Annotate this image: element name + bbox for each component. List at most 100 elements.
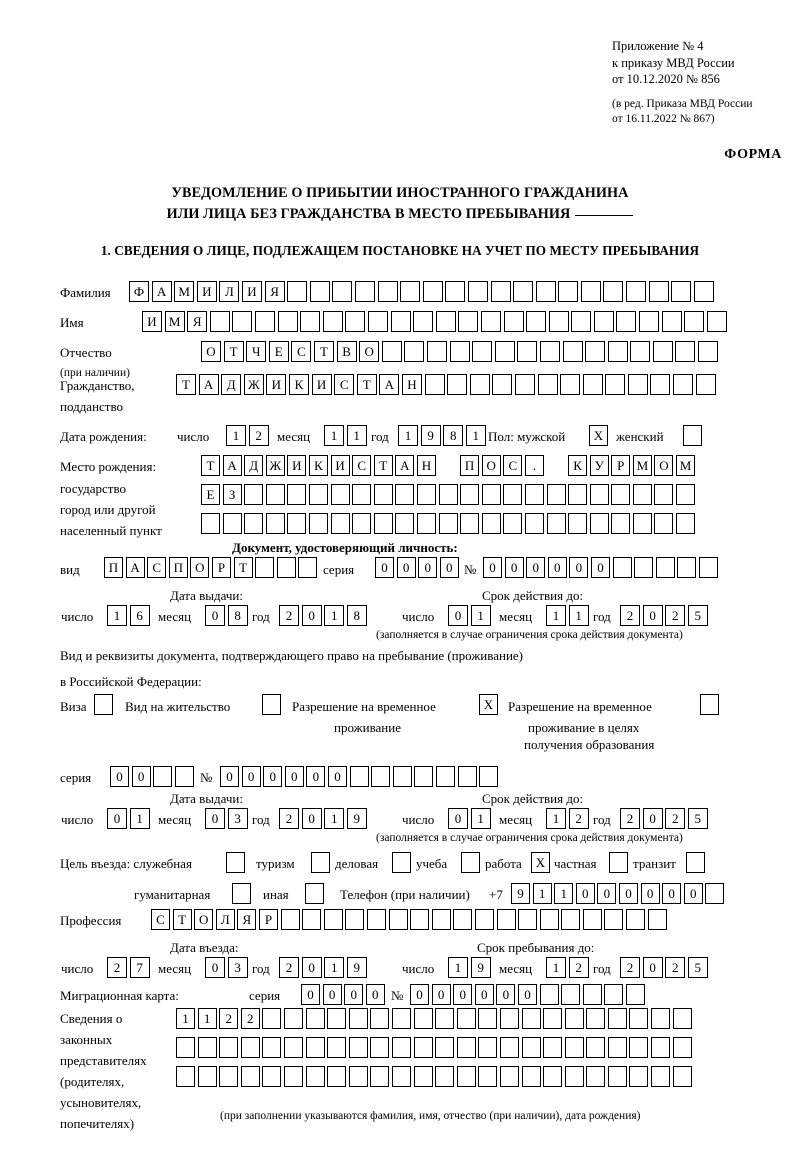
form-cell[interactable]: О — [481, 455, 501, 476]
form-cell[interactable] — [232, 311, 253, 332]
form-cell[interactable]: М — [164, 311, 185, 332]
form-cell[interactable] — [632, 513, 652, 534]
form-cell[interactable]: О — [654, 455, 674, 476]
form-cell[interactable] — [503, 513, 523, 534]
form-cell[interactable] — [480, 311, 501, 332]
legal-rep-row-2-input[interactable] — [176, 1037, 694, 1058]
form-cell[interactable]: Я — [237, 909, 257, 930]
form-cell[interactable] — [518, 909, 538, 930]
form-cell[interactable] — [612, 557, 632, 578]
form-cell[interactable]: 0 — [220, 766, 239, 787]
form-cell[interactable] — [695, 374, 716, 395]
form-cell[interactable] — [283, 1008, 303, 1029]
form-cell[interactable]: П — [104, 557, 123, 578]
form-cell[interactable] — [456, 1066, 476, 1087]
form-cell[interactable] — [435, 1066, 455, 1087]
form-cell[interactable] — [381, 341, 402, 362]
form-cell[interactable] — [537, 374, 558, 395]
form-cell[interactable] — [589, 513, 609, 534]
form-cell[interactable] — [416, 513, 436, 534]
form-cell[interactable] — [422, 281, 443, 302]
form-cell[interactable]: 0 — [431, 984, 451, 1005]
form-cell[interactable]: 0 — [453, 984, 473, 1005]
form-cell[interactable] — [197, 1066, 217, 1087]
form-cell[interactable]: 2 — [665, 808, 686, 829]
form-cell[interactable] — [453, 909, 473, 930]
form-cell[interactable]: Р — [211, 557, 231, 578]
purpose-transit-checkbox[interactable] — [686, 852, 705, 873]
form-cell[interactable]: 0 — [642, 605, 663, 626]
form-cell[interactable]: 0 — [683, 883, 703, 904]
form-cell[interactable] — [706, 311, 727, 332]
form-cell[interactable] — [651, 1008, 671, 1029]
form-cell[interactable]: 1 — [324, 957, 345, 978]
form-cell[interactable] — [327, 1008, 347, 1029]
form-cell[interactable] — [548, 311, 569, 332]
form-cell[interactable] — [447, 374, 468, 395]
form-cell[interactable] — [277, 311, 298, 332]
form-cell[interactable] — [176, 1037, 195, 1058]
form-cell[interactable]: 2 — [279, 808, 299, 829]
form-cell[interactable]: 9 — [420, 425, 441, 446]
form-cell[interactable]: 1 — [324, 425, 344, 446]
form-cell[interactable] — [308, 484, 328, 505]
form-cell[interactable] — [410, 909, 430, 930]
purpose-study-checkbox[interactable] — [461, 852, 480, 873]
form-cell[interactable] — [414, 766, 434, 787]
form-cell[interactable] — [546, 513, 566, 534]
form-cell[interactable]: Ж — [265, 455, 285, 476]
form-cell[interactable]: И — [142, 311, 162, 332]
form-cell[interactable] — [524, 513, 544, 534]
form-cell[interactable] — [499, 1066, 519, 1087]
form-cell[interactable] — [176, 1066, 195, 1087]
form-cell[interactable] — [174, 766, 194, 787]
form-cell[interactable] — [426, 341, 447, 362]
form-cell[interactable] — [373, 484, 393, 505]
form-cell[interactable] — [478, 1037, 498, 1058]
form-cell[interactable] — [629, 1008, 649, 1029]
form-cell[interactable]: 0 — [205, 957, 225, 978]
form-cell[interactable] — [698, 341, 719, 362]
form-cell[interactable] — [672, 1037, 692, 1058]
form-cell[interactable]: С — [291, 341, 312, 362]
form-cell[interactable] — [582, 374, 603, 395]
form-cell[interactable]: 8 — [346, 605, 367, 626]
form-cell[interactable]: 1 — [226, 425, 246, 446]
form-cell[interactable]: 0 — [322, 984, 342, 1005]
form-cell[interactable]: 1 — [324, 605, 345, 626]
form-cell[interactable] — [543, 1066, 563, 1087]
form-cell[interactable] — [611, 484, 631, 505]
form-cell[interactable]: 0 — [306, 766, 326, 787]
form-cell[interactable]: 2 — [219, 1008, 239, 1029]
form-cell[interactable] — [499, 1008, 519, 1029]
form-cell[interactable] — [431, 909, 451, 930]
form-cell[interactable] — [416, 484, 436, 505]
form-cell[interactable]: 1 — [129, 808, 150, 829]
form-cell[interactable]: 0 — [301, 808, 322, 829]
form-cell[interactable] — [254, 311, 275, 332]
form-cell[interactable] — [558, 281, 579, 302]
form-cell[interactable] — [322, 311, 343, 332]
form-cell[interactable] — [438, 513, 458, 534]
form-cell[interactable] — [348, 1008, 368, 1029]
form-cell[interactable] — [348, 1037, 368, 1058]
form-cell[interactable] — [456, 1008, 476, 1029]
form-cell[interactable]: 0 — [640, 883, 660, 904]
form-cell[interactable] — [627, 374, 648, 395]
form-cell[interactable] — [255, 557, 275, 578]
form-cell[interactable] — [693, 281, 714, 302]
form-cell[interactable] — [262, 1008, 282, 1029]
form-cell[interactable] — [632, 484, 652, 505]
form-cell[interactable] — [283, 1066, 303, 1087]
form-cell[interactable] — [370, 1037, 390, 1058]
purpose-work-checkbox[interactable]: X — [531, 852, 550, 873]
form-cell[interactable]: Я — [187, 311, 208, 332]
form-cell[interactable]: О — [190, 557, 210, 578]
form-cell[interactable] — [388, 909, 408, 930]
form-cell[interactable] — [671, 281, 692, 302]
